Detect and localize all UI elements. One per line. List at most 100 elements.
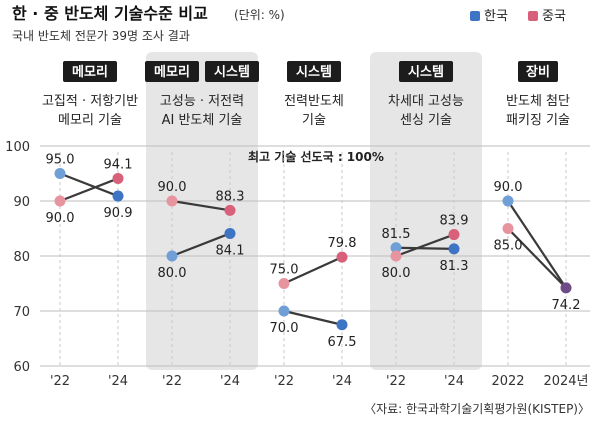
korea-value-label-2022: 95.0 — [46, 153, 75, 168]
china-series-line — [171, 199, 231, 212]
legend-swatch-korea — [470, 11, 480, 21]
korea-series-line — [395, 246, 455, 250]
korea-point-2024 — [336, 319, 348, 331]
korea-point-2022 — [390, 242, 402, 254]
x-tick-label: '24 — [332, 374, 352, 389]
chart-title: 한 · 중 반도체 기술수준 비교 — [12, 4, 208, 23]
china-value-label-2024: 88.3 — [216, 189, 245, 204]
group-label-line: 메모리 기술 — [58, 113, 122, 128]
x-tick-label: '22 — [50, 374, 70, 389]
y-tick-label-80: 80 — [13, 250, 30, 265]
china-series-line — [59, 177, 119, 203]
china-point-2024 — [448, 229, 460, 241]
x-tick-label: '22 — [162, 374, 182, 389]
korea-point-2024 — [112, 190, 124, 202]
china-value-label-2022: 75.0 — [270, 263, 299, 278]
category-tag — [518, 61, 558, 82]
china-series-line — [395, 233, 455, 258]
korea-series-line — [171, 232, 231, 258]
group-label-line: 고성능 · 저전력 — [160, 94, 244, 109]
korea-value-label-2022: 81.5 — [382, 227, 411, 242]
category-tag — [145, 61, 199, 82]
legend: 한국 중국 — [470, 9, 566, 24]
category-tag-label: 메모리 — [72, 64, 108, 80]
x-tick-label: '22 — [274, 374, 294, 389]
category-tag — [287, 61, 341, 82]
annotation-leader: 최고 기술 선도국 : 100% — [248, 149, 384, 164]
china-point-2022 — [278, 278, 290, 289]
legend-label-china: 중국 — [542, 9, 566, 24]
category-tag-label: 메모리 — [154, 64, 190, 80]
y-tick-label-100: 100 — [5, 140, 30, 155]
korea-point-2022 — [54, 168, 66, 179]
china-value-label-2024: 94.1 — [104, 157, 133, 172]
group-label-line: 패키징 기술 — [506, 113, 570, 128]
china-point-2024 — [336, 251, 348, 263]
korea-point-2022 — [502, 195, 514, 207]
china-point-2022 — [390, 250, 402, 262]
china-point-2024 — [224, 204, 236, 216]
legend-swatch-china — [528, 11, 538, 21]
china-value-label-2024: 83.9 — [440, 214, 469, 229]
china-value-label-2022: 90.0 — [158, 180, 187, 195]
chart-unit: (단위: %) — [234, 8, 285, 22]
category-tag — [63, 61, 117, 82]
x-tick-label: '24 — [220, 374, 240, 389]
x-tick-label: '22 — [386, 374, 406, 389]
korea-value-label-2022: 90.0 — [494, 180, 523, 195]
china-value-label-2022: 90.0 — [46, 211, 75, 226]
group-label-line: AI 반도체 기술 — [162, 113, 243, 128]
x-tick-label: 2022 — [491, 374, 524, 389]
group-label-line: 고집적 · 저항기반 — [42, 94, 138, 109]
korea-point-2024 — [448, 243, 460, 255]
group-label-line: 전력반도체 — [284, 94, 344, 109]
china-series-line — [283, 256, 343, 285]
group-label-line: 기술 — [302, 113, 326, 128]
korea-value-label-2022: 70.0 — [270, 321, 299, 336]
y-tick-label-70: 70 — [13, 305, 30, 320]
overlap-point-2024 — [560, 282, 572, 294]
korea-series-line — [59, 172, 119, 198]
x-tick-label: 2024년 — [543, 374, 588, 389]
category-tag — [205, 61, 259, 82]
source-note: 〈자료: 한국과학기술기획평가원(KISTEP)〉 — [364, 402, 590, 416]
value-label-2024: 74.2 — [552, 298, 581, 313]
china-value-label-2022: 85.0 — [494, 239, 523, 254]
china-point-2022 — [166, 195, 178, 207]
korea-value-label-2024: 84.1 — [216, 243, 245, 258]
korea-value-label-2022: 80.0 — [158, 266, 187, 281]
korea-point-2024 — [224, 227, 236, 239]
korea-value-label-2024: 90.9 — [104, 206, 133, 221]
x-tick-label: '24 — [108, 374, 128, 389]
y-tick-label-60: 60 — [13, 360, 30, 375]
korea-value-label-2024: 81.3 — [440, 259, 469, 274]
y-tick-label-90: 90 — [13, 195, 30, 210]
korea-point-2022 — [278, 305, 290, 317]
legend-label-korea: 한국 — [484, 9, 508, 24]
x-tick-label: '24 — [444, 374, 464, 389]
china-point-2022 — [502, 223, 514, 234]
china-value-label-2024: 79.8 — [328, 236, 357, 251]
group-label-line: 센싱 기술 — [400, 113, 452, 128]
china-point-2022 — [54, 195, 66, 207]
korea-point-2022 — [166, 250, 178, 262]
korea-value-label-2024: 67.5 — [328, 335, 357, 350]
china-series-line — [507, 227, 567, 289]
chart-subtitle: 국내 반도체 전문가 39명 조사 결과 — [12, 29, 190, 43]
group-label-line: 차세대 고성능 — [388, 94, 464, 109]
korea-series-line — [283, 309, 343, 326]
group-label-line: 반도체 첨단 — [506, 94, 570, 109]
category-tag — [399, 61, 453, 82]
category-tag-label: 시스템 — [296, 65, 332, 80]
korea-series-line — [507, 200, 567, 289]
category-tag-label: 시스템 — [214, 65, 250, 80]
category-tag-label: 장비 — [526, 64, 550, 80]
china-point-2024 — [112, 172, 124, 184]
